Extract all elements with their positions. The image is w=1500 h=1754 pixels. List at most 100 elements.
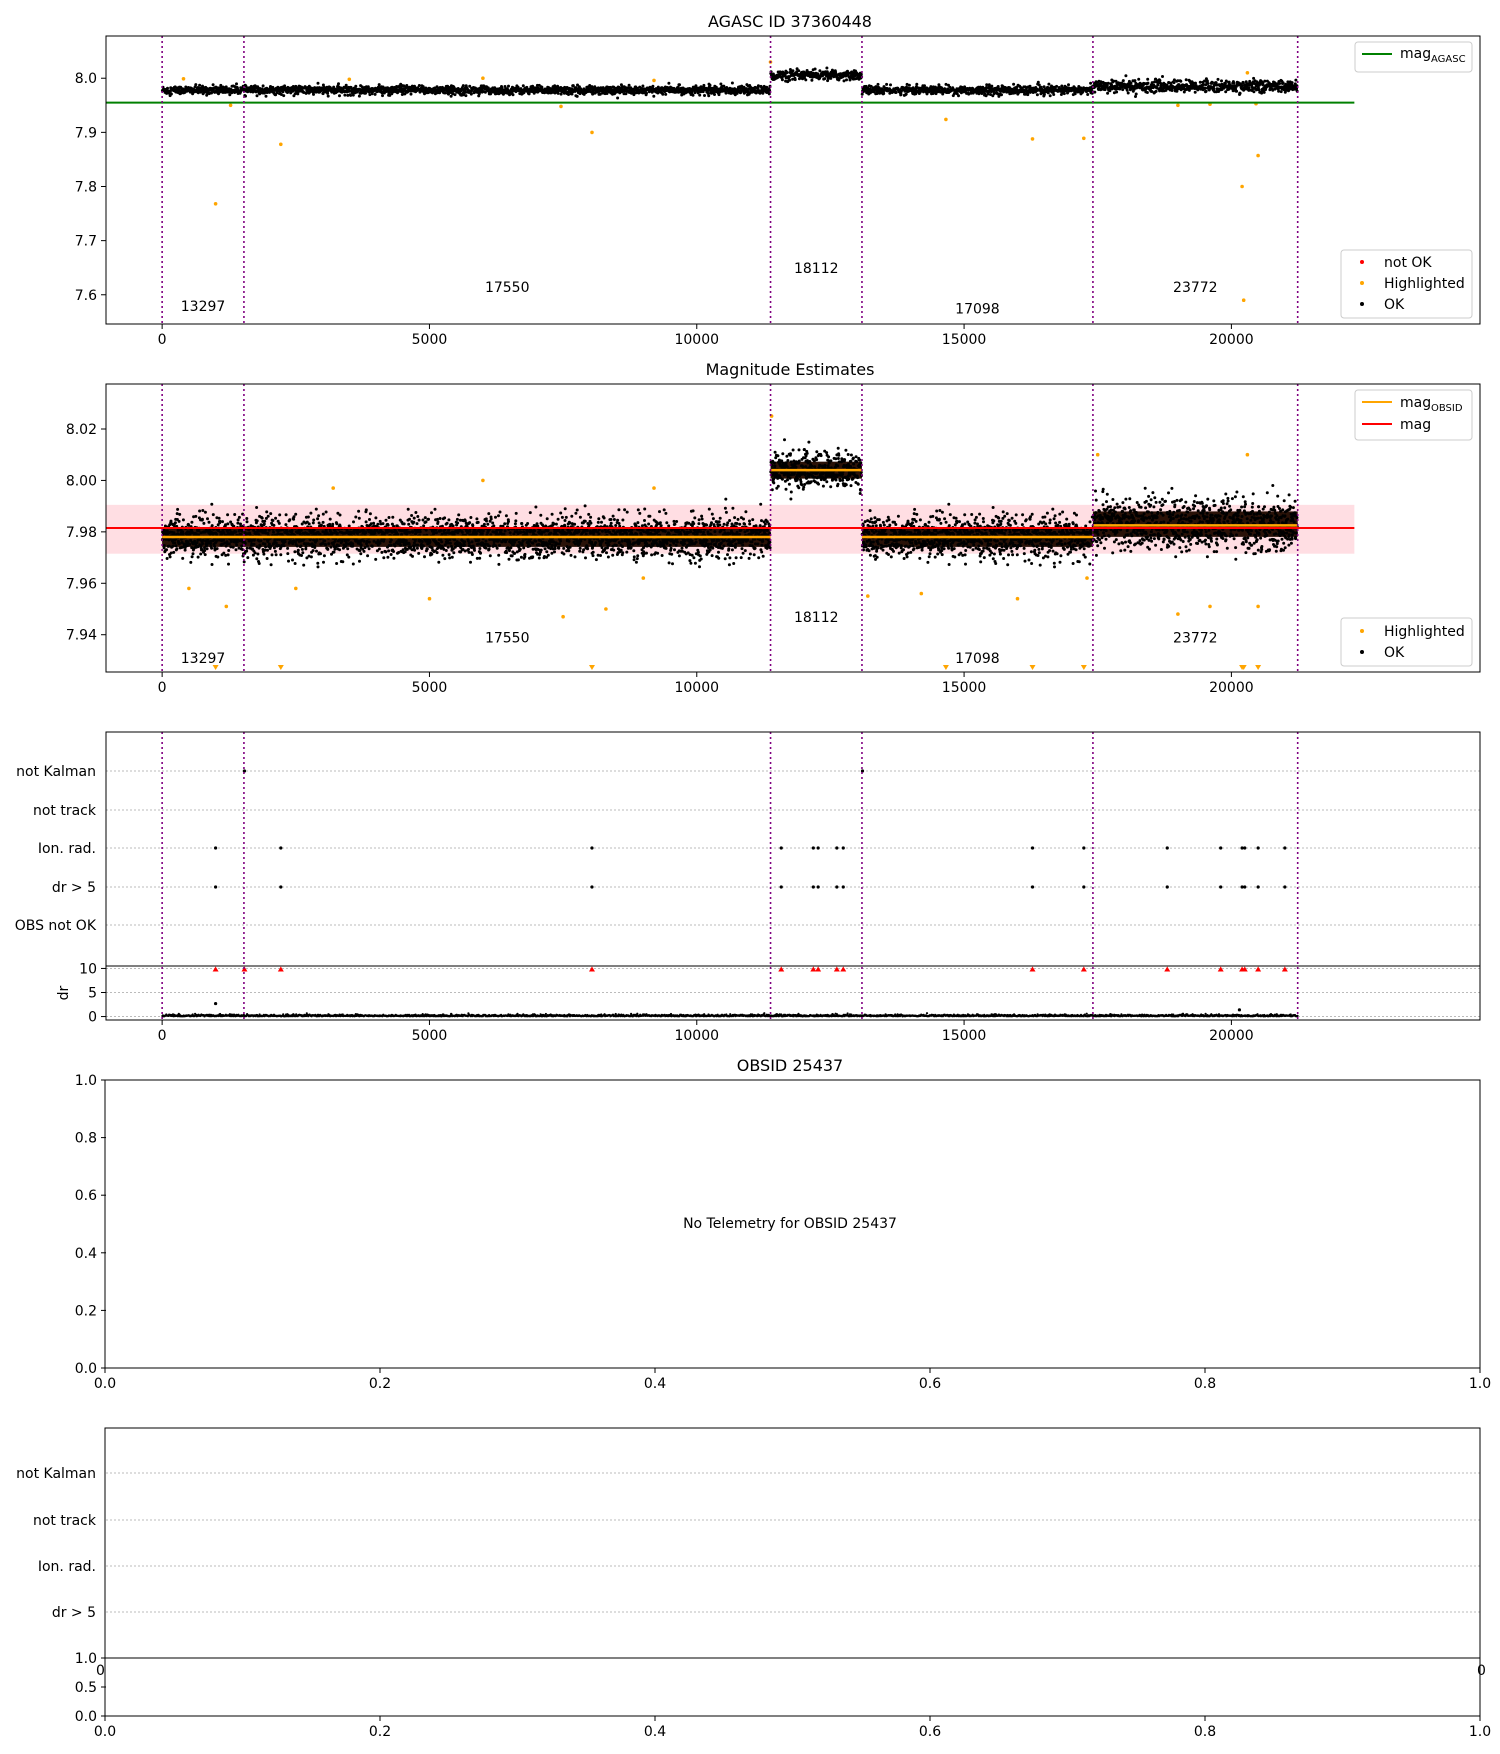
ok-point (267, 515, 270, 518)
ok-point (678, 83, 681, 86)
x-tick-label: 15000 (942, 332, 987, 348)
ok-point (346, 547, 349, 550)
ok-point (194, 83, 197, 86)
ok-point (703, 94, 706, 97)
obsid-label: 17098 (955, 302, 1000, 318)
legend-marker (1360, 302, 1364, 306)
ok-point (1155, 90, 1158, 93)
ok-point (1093, 91, 1096, 94)
ok-point (188, 543, 191, 546)
ok-point (218, 517, 221, 520)
ok-point (360, 544, 363, 547)
ok-point (448, 556, 451, 559)
ok-point (320, 524, 323, 527)
ok-point (791, 69, 794, 72)
ok-point (379, 542, 382, 545)
ok-point (1291, 81, 1294, 84)
highlighted-point (182, 77, 186, 81)
ok-point (271, 519, 274, 522)
ok-point (409, 546, 412, 549)
ok-point (447, 546, 450, 549)
ok-point (166, 87, 169, 90)
ok-point (330, 546, 333, 549)
ok-point (344, 545, 347, 548)
ok-point (446, 522, 449, 525)
ok-point (1086, 93, 1089, 96)
ok-point (262, 84, 265, 87)
ok-point (291, 529, 294, 532)
ok-point (522, 84, 525, 87)
ok-point (202, 539, 205, 542)
ok-point (283, 544, 286, 547)
ok-point (354, 85, 357, 88)
ok-point (385, 519, 388, 522)
ok-point (1146, 91, 1149, 94)
ok-point (296, 92, 299, 95)
ok-point (178, 520, 181, 523)
ok-point (441, 554, 444, 557)
ok-point (246, 556, 249, 559)
ok-point (1278, 82, 1281, 85)
ok-point (227, 553, 230, 556)
ok-point (181, 557, 184, 560)
ok-point (169, 555, 172, 558)
ok-point (364, 531, 367, 534)
ok-point (731, 82, 734, 85)
ok-point (667, 82, 670, 85)
ok-point (359, 552, 362, 555)
ok-point (202, 522, 205, 525)
ok-point (308, 543, 311, 546)
x-tick-label: 5000 (412, 332, 448, 348)
ok-point (661, 93, 664, 96)
highlighted-point (652, 79, 656, 83)
ok-point (259, 545, 262, 548)
highlighted-point (229, 104, 233, 108)
ok-point (369, 512, 372, 515)
ok-point (915, 83, 918, 86)
ok-point (265, 510, 268, 513)
ok-point (1104, 88, 1107, 91)
highlighted-point (481, 76, 485, 80)
ok-point (845, 78, 848, 81)
panel-title: Magnitude Estimates (706, 360, 875, 379)
ok-point (201, 518, 204, 521)
ok-point (215, 533, 218, 536)
ok-point (470, 93, 473, 96)
ok-point (860, 73, 863, 76)
ok-point (270, 563, 273, 566)
ok-point (266, 549, 269, 552)
ok-point (651, 85, 654, 88)
ok-point (271, 553, 274, 556)
ok-point (282, 94, 285, 97)
ok-point (434, 508, 437, 511)
ok-point (416, 515, 419, 518)
ok-point (194, 515, 197, 518)
legend-label: OK (1384, 297, 1405, 313)
ok-point (664, 93, 667, 96)
ok-point (1217, 78, 1220, 81)
y-tick-label: 7.6 (75, 288, 97, 304)
ok-point (698, 94, 701, 97)
ok-point (436, 551, 439, 554)
legend-marker (1360, 260, 1364, 264)
ok-point (358, 517, 361, 520)
ok-point (192, 552, 195, 555)
ok-point (354, 516, 357, 519)
ok-point (318, 522, 321, 525)
ok-point (1122, 79, 1125, 82)
ok-point (849, 79, 852, 82)
ok-point (286, 547, 289, 550)
ok-point (757, 84, 760, 87)
x-tick-label: 10000 (674, 680, 719, 696)
legend-marker (1360, 281, 1364, 285)
ok-point (366, 545, 369, 548)
ok-point (1126, 89, 1129, 92)
ok-point (235, 82, 238, 85)
ok-point (388, 516, 391, 519)
ok-point (278, 513, 281, 516)
ok-point (1215, 81, 1218, 84)
ok-point (327, 542, 330, 545)
ok-point (174, 521, 177, 524)
ok-point (327, 95, 330, 98)
ok-point (408, 543, 411, 546)
